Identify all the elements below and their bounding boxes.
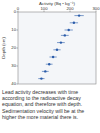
error-bar <box>57 42 65 43</box>
y-tick-label: 0 <box>14 9 17 14</box>
error-bar <box>74 15 83 16</box>
figure: 0100200300010203040Activity (Bq • kg⁻¹)D… <box>0 0 100 133</box>
x-tick-label: 200 <box>67 6 75 11</box>
point <box>78 14 80 16</box>
caption: Lead activity decreases with time accord… <box>2 89 98 120</box>
y-tick <box>17 84 19 85</box>
error-bar <box>53 49 60 50</box>
x-tick-label: 300 <box>93 6 100 11</box>
error-bar <box>61 35 69 36</box>
y-tick <box>17 66 19 67</box>
error-bar <box>49 57 56 58</box>
x-tick <box>96 11 97 13</box>
y-tick <box>17 48 19 49</box>
marks <box>38 14 84 79</box>
y-tick-label: 30 <box>11 63 16 68</box>
y-tick-label: 10 <box>11 27 16 32</box>
point <box>48 63 50 65</box>
error-bar <box>38 78 44 79</box>
x-tick-label: 0 <box>17 6 20 11</box>
error-bar <box>46 64 53 65</box>
chart: 0100200300010203040Activity (Bq • kg⁻¹)D… <box>0 0 100 88</box>
error-bar <box>65 30 73 31</box>
plot-frame <box>18 12 96 84</box>
point <box>40 77 42 79</box>
y-tick-label: 20 <box>11 45 16 50</box>
point <box>56 49 58 51</box>
point <box>73 22 75 24</box>
point <box>52 56 54 58</box>
point <box>44 70 46 72</box>
y-tick <box>17 30 19 31</box>
x-tick <box>70 11 71 13</box>
error-bar <box>42 71 49 72</box>
y-tick <box>17 12 19 13</box>
point <box>60 41 62 43</box>
x-tick-label: 100 <box>41 6 49 11</box>
y-axis-label: Depth (cm) <box>1 37 6 59</box>
x-axis-label: Activity (Bq • kg⁻¹) <box>39 1 75 6</box>
x-tick <box>44 11 45 13</box>
error-bar <box>70 22 78 23</box>
point <box>68 29 70 31</box>
x-tick <box>18 11 19 13</box>
y-tick-label: 40 <box>11 81 16 86</box>
point <box>64 34 66 36</box>
